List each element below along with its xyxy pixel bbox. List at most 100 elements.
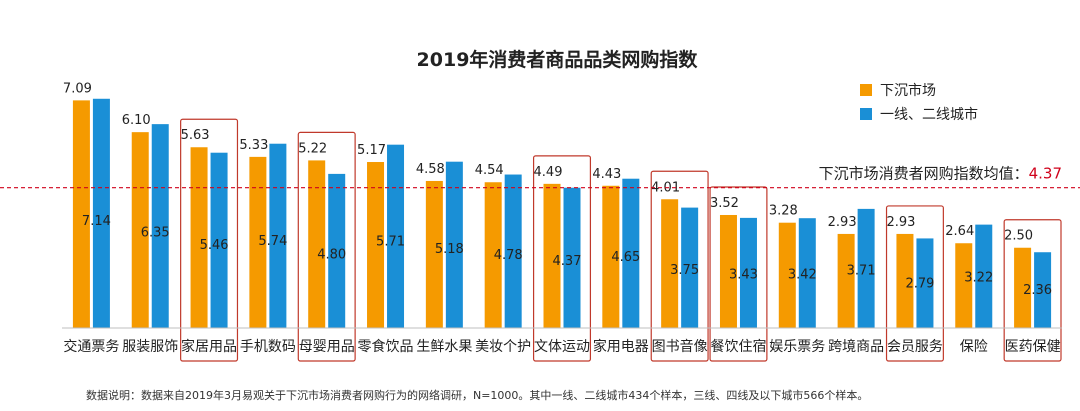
average-reference-value: 4.37 [1029,165,1062,183]
data-label-sinking: 2.93 [828,215,857,230]
legend-swatch-sinking [860,84,872,96]
data-label-tier12: 2.36 [1023,283,1052,298]
data-label-tier12: 3.75 [670,263,699,278]
category-label: 会员服务 [887,339,943,355]
average-reference-label: 下沉市场消费者网购指数均值：4.37 [819,165,1062,183]
category-label: 家用电器 [593,338,649,355]
category-label: 服装服饰 [122,339,178,355]
data-label-tier12: 4.37 [553,254,582,269]
bar-tier12-city [92,98,110,328]
highlight-box [532,155,592,362]
highlight-box [885,205,944,362]
bar-tier12-city [387,144,405,328]
bar-sinking-market [425,180,443,328]
data-label-sinking: 4.49 [534,165,563,180]
category-label: 娱乐票务 [769,339,825,355]
data-label-sinking: 2.93 [886,215,915,230]
data-label-tier12: 6.35 [141,225,170,240]
data-label-sinking: 5.33 [239,138,268,153]
data-label-sinking: 2.64 [945,224,974,239]
bar-sinking-market [484,182,502,328]
data-label-tier12: 5.71 [376,235,405,250]
bar-tier12-city [681,207,699,328]
data-label-tier12: 5.46 [200,238,229,253]
average-reference-text: 下沉市场消费者网购指数均值： [819,165,1029,183]
legend-label-sinking: 下沉市场 [880,82,936,99]
bar-tier12-city [328,173,346,328]
bar-sinking-market [190,147,208,328]
category-label: 美妆个护 [475,339,531,355]
highlight-box [180,118,239,362]
data-label-tier12: 4.80 [317,248,346,263]
data-label-sinking: 3.28 [769,204,798,219]
data-label-sinking: 4.54 [475,163,504,178]
bar-tier12-city [269,143,287,328]
bar-sinking-market [249,156,267,328]
data-label-tier12: 5.18 [435,242,464,257]
data-label-sinking: 3.52 [710,196,739,211]
footnote: 数据说明：数据来自2019年3月易观关于下沉市场消费者网购行为的网络调研，N=1… [86,389,869,402]
data-label-tier12: 4.65 [611,250,640,265]
bar-tier12-city [504,174,522,328]
category-label: 医药保健 [1005,339,1061,355]
data-label-sinking: 2.50 [1004,229,1033,244]
bar-tier12-city [445,161,463,328]
bar-tier12-city [857,208,875,328]
bar-sinking-market [1014,247,1032,328]
data-label-sinking: 4.43 [592,167,621,182]
bar-sinking-market [602,185,620,328]
data-label-tier12: 3.22 [964,270,993,285]
highlight-box [709,186,768,362]
category-label: 生鲜水果 [416,339,472,355]
bar-sinking-market [543,183,561,328]
category-label: 母婴用品 [299,339,355,355]
data-label-sinking: 7.09 [63,81,92,96]
data-label-sinking: 6.10 [122,113,151,128]
legend: 下沉市场 一线、二线城市 [860,82,978,123]
bar-tier12-city [975,224,993,328]
highlight-box [650,170,709,362]
bar-tier12-city [1034,252,1052,328]
data-label-tier12: 4.78 [494,248,523,263]
bar-tier12-city [798,218,816,328]
category-label: 家居用品 [181,338,237,355]
bar-sinking-market [308,160,326,328]
data-label-tier12: 3.71 [847,263,876,278]
chart-title: 2019年消费者商品品类网购指数 [417,48,699,71]
plot-area: 7.09 7.14 交通票务 6.10 6.35 服装服饰 5.63 5.46 家居用品 5.33… [63,81,1062,362]
category-label: 餐饮住宿 [710,338,766,355]
data-label-sinking: 4.58 [416,162,445,177]
data-label-sinking: 5.63 [181,128,210,143]
category-label: 图书音像 [652,338,708,355]
bar-sinking-market [837,233,855,328]
highlight-box [297,131,356,362]
data-label-tier12: 5.74 [258,234,287,249]
bar-tier12-city [151,124,169,328]
category-label: 跨境商品 [828,339,884,355]
legend-label-tier12: 一线、二线城市 [880,106,978,123]
bar-tier12-city [210,152,228,328]
data-label-sinking: 5.22 [298,141,327,156]
data-label-tier12: 2.79 [905,277,934,292]
bar-sinking-market [72,100,90,328]
data-label-tier12: 3.43 [729,267,758,282]
category-label: 文体运动 [534,339,590,355]
data-label-tier12: 3.42 [788,268,817,283]
bar-sinking-market [896,233,914,328]
bar-tier12-city [622,178,640,328]
bar-sinking-market [778,222,796,328]
category-label: 保险 [960,339,988,355]
legend-swatch-tier12 [860,108,872,120]
bar-tier12-city [916,238,934,328]
data-label-tier12: 7.14 [82,214,111,229]
category-label: 手机数码 [240,339,296,355]
bar-tier12-city [739,217,757,328]
highlight-box [1003,219,1062,362]
bar-sinking-market [661,199,679,328]
category-label: 零食饮品 [358,338,414,355]
bar-sinking-market [955,243,973,328]
reference-line-group: 下沉市场消费者网购指数均值：4.37 [0,165,1080,189]
category-label: 交通票务 [63,338,119,355]
bar-sinking-market [367,162,385,328]
